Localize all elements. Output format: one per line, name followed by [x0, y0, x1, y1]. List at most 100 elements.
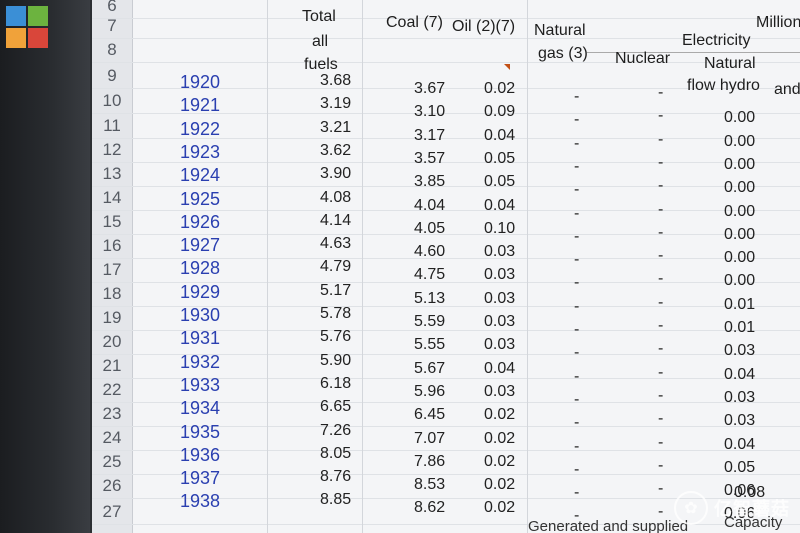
coal-cell[interactable]: 3.10	[414, 103, 446, 121]
total-cell[interactable]: 5.78	[320, 305, 352, 322]
comment-indicator-icon[interactable]	[504, 64, 510, 70]
total-cell[interactable]: 6.18	[320, 374, 352, 392]
oil-cell[interactable]: 0.02	[484, 476, 516, 494]
gas-cell[interactable]: -	[574, 204, 580, 222]
nuclear-cell[interactable]: -	[658, 84, 664, 101]
oil-cell[interactable]: 0.03	[484, 289, 516, 307]
nuclear-cell[interactable]: -	[658, 223, 664, 241]
coal-cell[interactable]: 5.67	[414, 359, 446, 377]
gas-cell[interactable]: -	[574, 297, 580, 315]
oil-cell[interactable]: 0.03	[484, 266, 516, 284]
coal-cell[interactable]: 4.05	[414, 219, 446, 237]
total-cell[interactable]: 3.21	[320, 118, 352, 136]
total-cell[interactable]: 3.19	[320, 95, 352, 113]
row-number[interactable]: 24	[102, 428, 122, 447]
spreadsheet-grid[interactable]: 6 7 8 9 10 11 12 13 14 15 16 17 18 19 20 21 22 23 24 25 26 27…	[92, 0, 800, 533]
total-cell[interactable]: 8.85	[320, 491, 352, 509]
coal-cell[interactable]: 6.45	[414, 406, 446, 424]
nuclear-cell[interactable]: -	[658, 270, 664, 288]
hydro-cell[interactable]: 0.03	[724, 412, 756, 430]
coal-cell[interactable]: 4.60	[414, 243, 446, 261]
year-cell[interactable]: 1935	[180, 421, 221, 442]
gas-cell[interactable]: -	[574, 227, 580, 245]
year-cell[interactable]: 1936	[180, 444, 221, 465]
total-cell[interactable]: 3.68	[320, 72, 352, 89]
total-cell[interactable]: 3.62	[320, 141, 352, 159]
row-number[interactable]: 23	[102, 404, 122, 423]
coal-cell[interactable]: 5.13	[414, 289, 446, 307]
nuclear-cell[interactable]: -	[658, 130, 664, 148]
nuclear-cell[interactable]: -	[658, 153, 664, 171]
row-number[interactable]: 8	[107, 40, 117, 59]
total-cell[interactable]: 6.65	[320, 398, 352, 416]
oil-cell[interactable]: 0.02	[484, 80, 516, 97]
nuclear-cell[interactable]: -	[658, 503, 664, 521]
row-number[interactable]: 22	[102, 380, 122, 399]
year-cell[interactable]: 1929	[180, 281, 221, 302]
coal-cell[interactable]: 8.53	[414, 476, 446, 494]
total-cell[interactable]: 4.14	[320, 211, 352, 229]
row-number[interactable]: 17	[102, 260, 122, 279]
coal-cell[interactable]: 7.86	[414, 452, 446, 470]
row-number[interactable]: 7	[107, 16, 117, 35]
gas-cell[interactable]: -	[574, 344, 580, 362]
year-cell[interactable]: 1926	[180, 211, 221, 232]
total-cell[interactable]: 4.63	[320, 235, 352, 253]
oil-cell[interactable]: 0.02	[484, 452, 516, 470]
hydro-cell[interactable]: 0.03	[724, 388, 756, 406]
oil-cell[interactable]: 0.03	[484, 336, 516, 354]
total-cell[interactable]: 8.76	[320, 468, 352, 486]
gas-cell[interactable]: -	[574, 111, 580, 129]
row-number[interactable]: 11	[103, 116, 121, 135]
hydro-cell[interactable]: 0.00	[724, 272, 756, 290]
year-cell[interactable]: 1928	[180, 258, 221, 279]
row-number[interactable]: 9	[107, 66, 117, 85]
nuclear-cell[interactable]: -	[658, 363, 664, 381]
nuclear-cell[interactable]: -	[658, 433, 664, 451]
gas-cell[interactable]: -	[574, 367, 580, 385]
row-number[interactable]: 10	[102, 91, 122, 110]
coal-cell[interactable]: 8.62	[414, 499, 446, 517]
oil-cell[interactable]: 0.05	[484, 173, 516, 191]
nuclear-cell[interactable]: -	[658, 410, 664, 428]
total-cell[interactable]: 4.79	[320, 258, 352, 276]
gas-cell[interactable]: -	[574, 134, 580, 152]
row-number[interactable]: 21	[102, 356, 122, 375]
hydro-cell[interactable]: 0.00	[724, 225, 756, 243]
hydro-cell[interactable]: 0.05	[724, 458, 756, 476]
hydro-cell[interactable]: 0.00	[724, 132, 756, 150]
coal-cell[interactable]: 5.59	[414, 313, 446, 330]
hydro-cell[interactable]: 0.00	[724, 155, 756, 173]
total-cell[interactable]: 3.90	[320, 165, 352, 183]
nuclear-cell[interactable]: -	[658, 200, 664, 218]
year-cell[interactable]: 1933	[180, 374, 221, 395]
hydro-cell[interactable]: 0.01	[724, 319, 756, 336]
nuclear-cell[interactable]: -	[658, 293, 664, 311]
nuclear-cell[interactable]: -	[658, 386, 664, 404]
oil-cell[interactable]: 0.03	[484, 382, 516, 400]
nuclear-cell[interactable]: -	[658, 340, 664, 358]
nuclear-cell[interactable]: -	[658, 107, 664, 125]
oil-cell[interactable]: 0.02	[484, 499, 516, 517]
row-number[interactable]: 27	[102, 502, 122, 521]
hydro-cell[interactable]: 0.00	[724, 179, 756, 197]
coal-cell[interactable]: 4.75	[414, 266, 446, 284]
row-number[interactable]: 14	[102, 188, 122, 207]
year-cell[interactable]: 1920	[180, 72, 221, 92]
year-cell[interactable]: 1931	[180, 328, 221, 349]
oil-cell[interactable]: 0.05	[484, 149, 516, 167]
year-cell[interactable]: 1922	[180, 118, 221, 139]
year-cell[interactable]: 1927	[180, 235, 221, 256]
gas-cell[interactable]: -	[574, 251, 580, 269]
coal-cell[interactable]: 4.04	[414, 196, 446, 214]
year-cell[interactable]: 1921	[180, 95, 221, 116]
oil-cell[interactable]: 0.03	[484, 313, 516, 330]
row-number[interactable]: 16	[102, 236, 122, 255]
gas-cell[interactable]: -	[574, 181, 580, 199]
coal-cell[interactable]: 3.17	[414, 126, 446, 144]
hydro-cell[interactable]: 0.03	[724, 342, 756, 360]
nuclear-cell[interactable]: -	[658, 247, 664, 265]
gas-cell[interactable]: -	[574, 390, 580, 408]
gas-cell[interactable]: -	[574, 507, 580, 525]
gas-cell[interactable]: -	[574, 414, 580, 432]
